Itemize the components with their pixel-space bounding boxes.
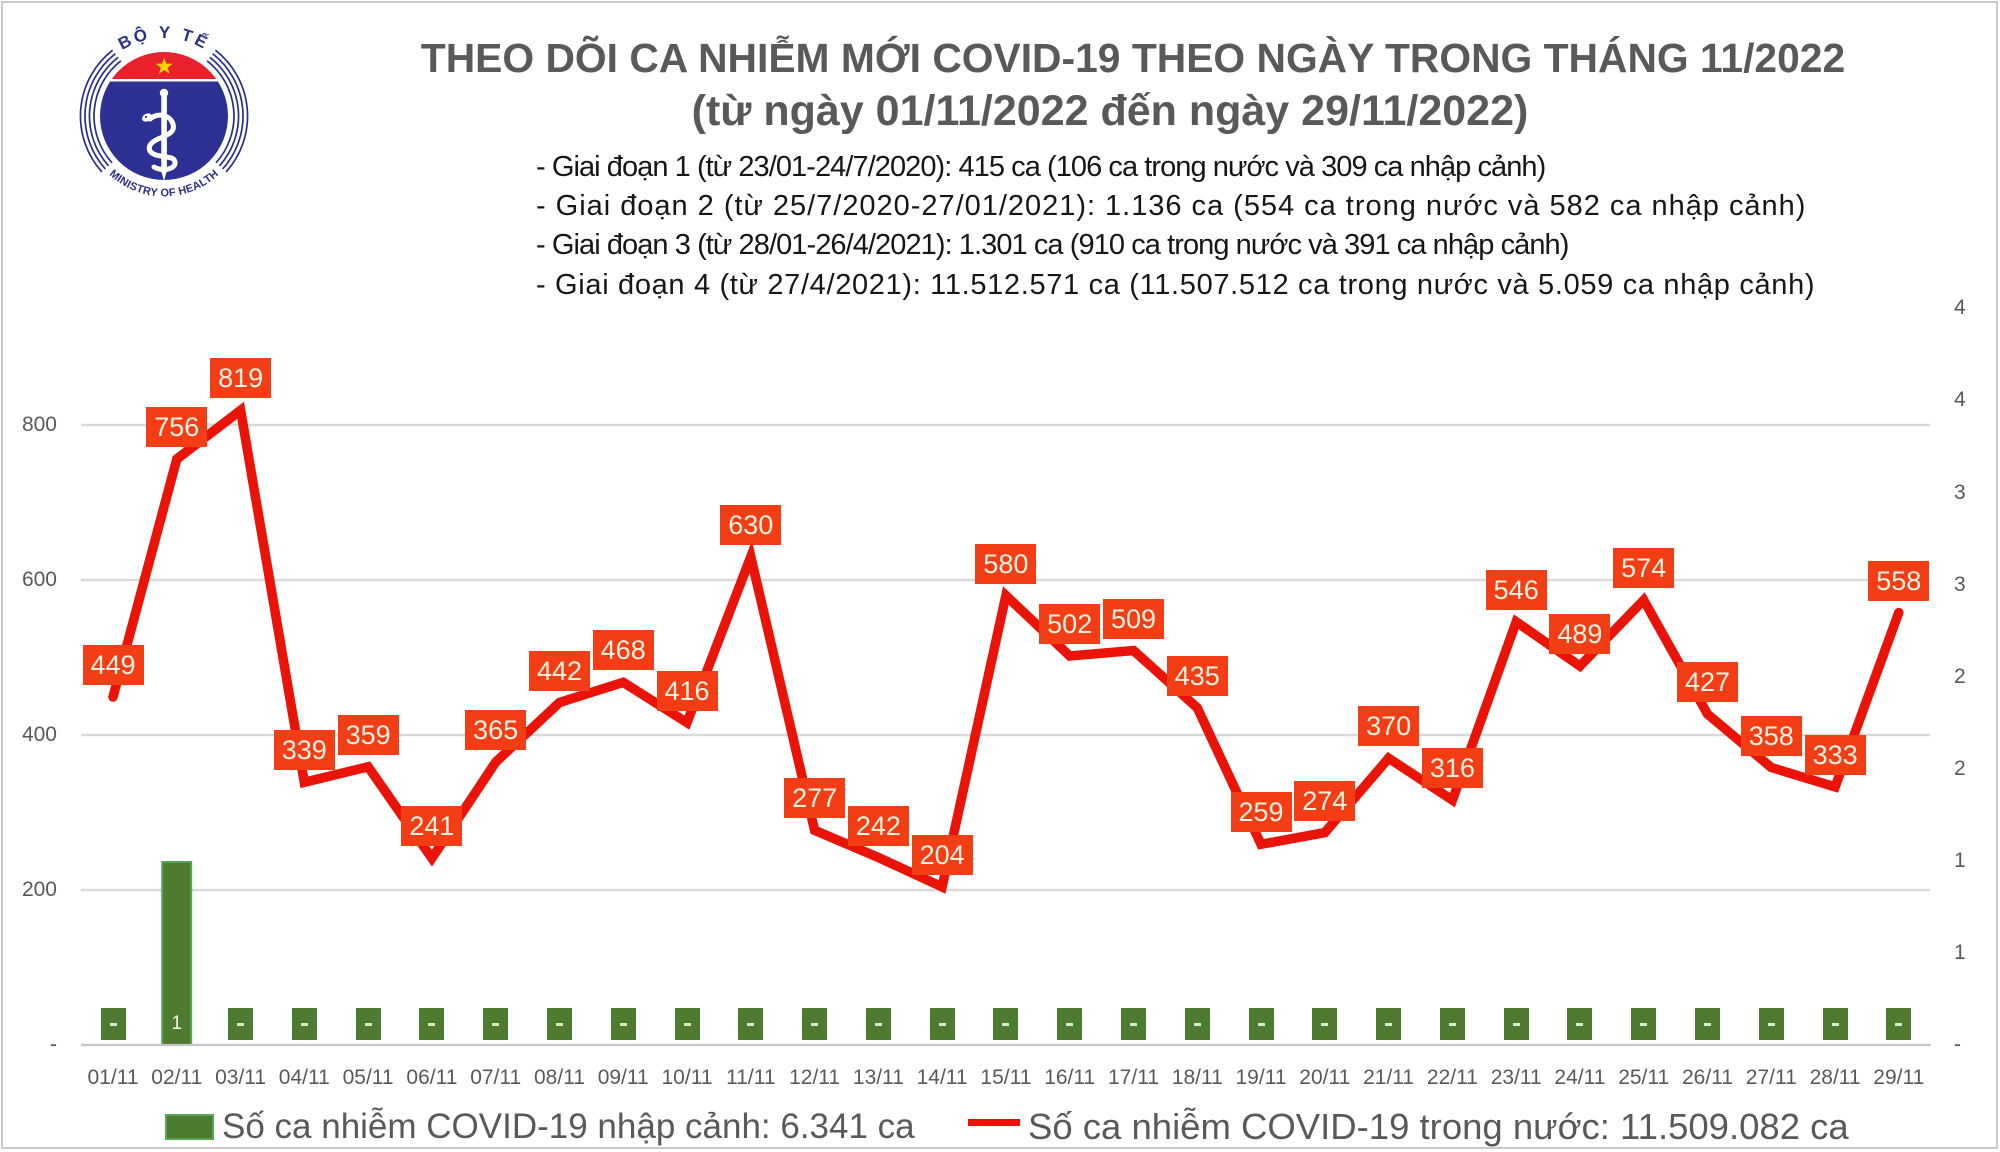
svg-text:BỘ Y TẾ: BỘ Y TẾ: [115, 23, 213, 54]
